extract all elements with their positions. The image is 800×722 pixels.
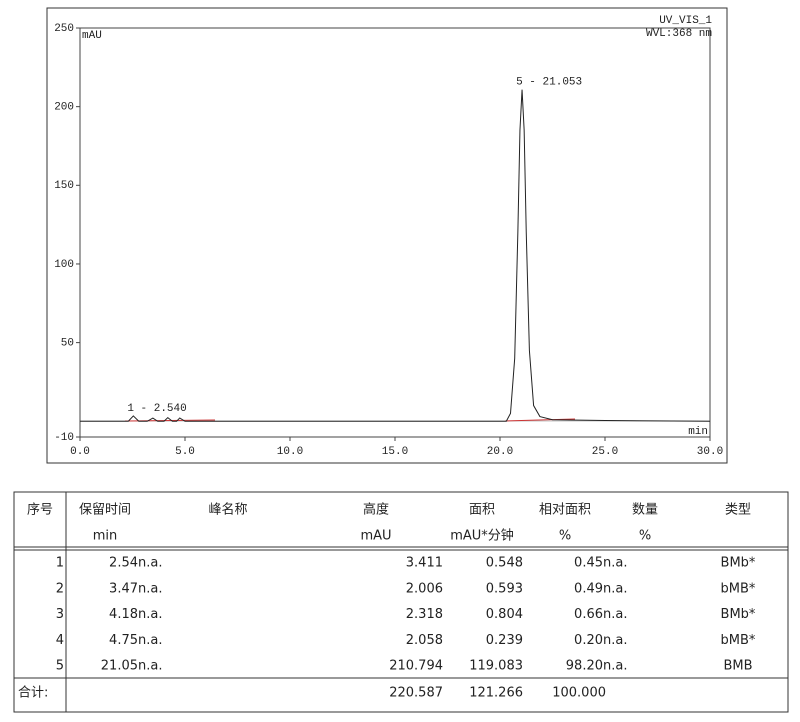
table-cell: BMb*	[721, 607, 756, 622]
table-cell: n.a.	[138, 633, 162, 648]
peak-label: 5 - 21.053	[516, 77, 582, 89]
x-tick-label: 25.0	[592, 446, 618, 458]
table-cell: 0.239	[486, 633, 523, 648]
table-cell: 0.49	[574, 581, 603, 596]
table-cell: n.a.	[138, 607, 162, 622]
table-cell: n.a.	[603, 607, 627, 622]
table-cell: 98.20	[566, 659, 603, 674]
table-cell: n.a.	[138, 659, 162, 674]
column-header: 峰名称	[208, 502, 247, 518]
table-cell: 3.411	[406, 556, 443, 571]
peak-label: 1 - 2.540	[127, 403, 186, 415]
column-header: 高度	[363, 502, 389, 518]
x-tick-label: 5.0	[175, 446, 195, 458]
chart-frame	[46, 7, 728, 464]
column-unit: %	[639, 529, 651, 544]
table-cell: 4.18	[109, 607, 138, 622]
x-tick-label: 30.0	[697, 446, 723, 458]
x-axis-label: min	[688, 426, 708, 438]
column-header: 数量	[632, 503, 658, 518]
total-height: 220.587	[389, 686, 443, 701]
table-cell: n.a.	[603, 581, 627, 596]
table-cell: bMB*	[721, 633, 756, 648]
x-tick-label: 15.0	[382, 446, 408, 458]
table-cell: 0.45	[574, 556, 603, 571]
table-cell: n.a.	[138, 581, 162, 596]
column-header: 面积	[469, 503, 495, 518]
column-unit: min	[93, 529, 118, 544]
table-frame	[13, 491, 789, 713]
column-unit: mAU	[360, 529, 391, 544]
column-header: 类型	[725, 503, 751, 518]
integration-baseline	[504, 418, 576, 422]
table-cell: 2.006	[406, 581, 443, 596]
table-cell: BMb*	[721, 556, 756, 571]
table-cell: 1	[56, 556, 64, 571]
table-cell: 0.593	[486, 581, 523, 596]
detector: UV_VIS_1	[659, 15, 712, 27]
table-cell: n.a.	[603, 633, 627, 648]
table-cell: bMB*	[721, 581, 756, 596]
x-tick-label: 0.0	[70, 446, 90, 458]
table-cell: BMB	[723, 659, 752, 674]
table-cell: 2	[56, 581, 64, 596]
y-tick-label: -10	[54, 432, 74, 444]
table-cell: 21.05	[101, 659, 138, 674]
total-area: 121.266	[469, 686, 523, 701]
column-unit: mAU*分钟	[450, 528, 514, 544]
column-header: 保留时间	[79, 503, 131, 518]
table-cell: 3.47	[109, 581, 138, 596]
y-axis-label: mAU	[82, 30, 102, 42]
table-cell: n.a.	[138, 556, 162, 571]
table-cell: n.a.	[603, 556, 627, 571]
table-cell: n.a.	[603, 659, 627, 674]
y-tick-label: 200	[54, 102, 74, 114]
chromatogram	[80, 89, 711, 422]
table-cell: 0.804	[486, 607, 523, 622]
table-cell: 119.083	[469, 659, 523, 674]
column-unit: %	[559, 529, 571, 544]
table-cell: 4	[56, 633, 64, 648]
plot-area	[79, 27, 711, 438]
table-cell: 4.75	[109, 633, 138, 648]
y-tick-label: 150	[54, 180, 74, 192]
y-tick-label: 250	[54, 23, 74, 35]
total-relative-area: 100.000	[552, 686, 606, 701]
x-tick-label: 10.0	[277, 446, 303, 458]
table-cell: 5	[56, 659, 64, 674]
table-cell: 0.66	[574, 607, 603, 622]
column-header: 相对面积	[539, 503, 591, 518]
table: 序号 保留时间 峰名称 高度 面积 相对面积 数量 类型 min mAU mAU*分钟% % 1 2.54…	[13, 491, 789, 713]
table-cell: 0.548	[486, 556, 523, 571]
table-cell: 2.318	[406, 607, 443, 622]
table-cell: 0.20	[574, 633, 603, 648]
column-header: 序号	[27, 503, 53, 518]
y-tick-label: 100	[54, 259, 74, 271]
wavelength: WVL:368 nm	[646, 28, 712, 40]
y-tick-label: 50	[61, 338, 74, 350]
total-label: 合计:	[18, 686, 48, 701]
table-cell: 2.54	[109, 556, 138, 571]
table-cell: 3	[56, 607, 64, 622]
x-tick-label: 20.0	[487, 446, 513, 458]
table-cell: 210.794	[389, 659, 443, 674]
table-cell: 2.058	[406, 633, 443, 648]
